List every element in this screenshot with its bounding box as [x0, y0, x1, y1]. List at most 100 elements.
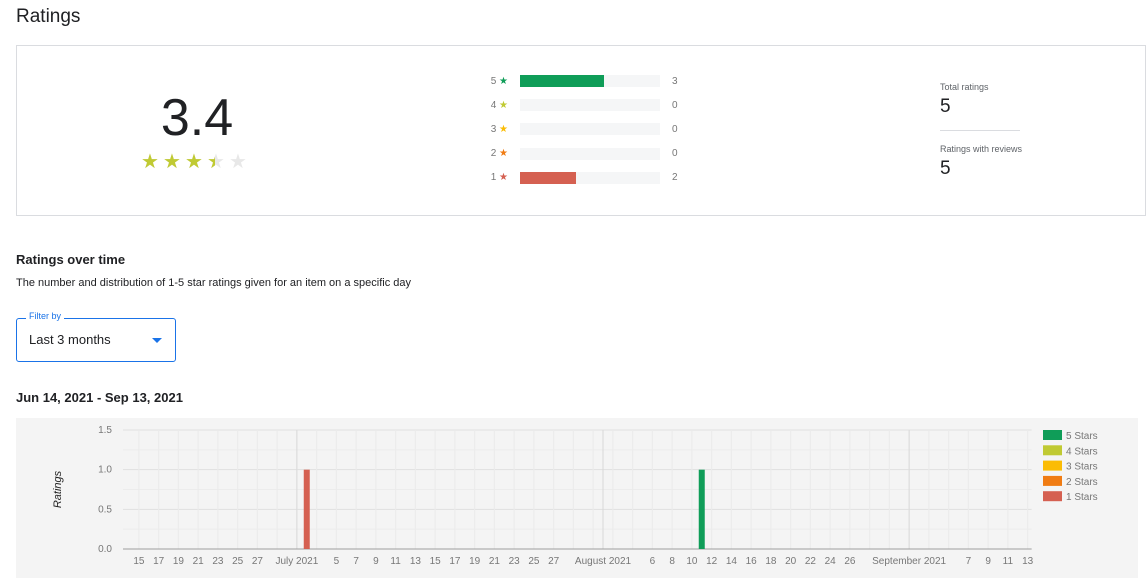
y-tick-label: 0.5 — [98, 504, 112, 515]
x-tick-label: 22 — [805, 556, 817, 567]
average-rating: 3.4 — [160, 89, 234, 147]
distribution-bar — [520, 171, 576, 184]
distribution-track — [520, 75, 660, 87]
y-tick-label: 1.0 — [98, 465, 112, 476]
x-tick-label: 7 — [966, 556, 972, 567]
star-level-label: 1 ★ — [490, 172, 508, 184]
x-tick-label: 7 — [353, 556, 359, 567]
x-tick-label: 21 — [193, 556, 205, 567]
section-title: Ratings over time — [16, 252, 126, 267]
bar — [303, 469, 310, 549]
x-tick-label: 21 — [489, 556, 501, 567]
x-tick-label: 25 — [232, 556, 244, 567]
distribution-track — [520, 99, 660, 112]
x-tick-label: 20 — [785, 556, 797, 567]
star-icon: ★★ — [207, 151, 225, 173]
x-tick-label: 27 — [252, 556, 264, 567]
x-tick-label: 26 — [844, 556, 856, 567]
x-tick-label: 13 — [410, 556, 422, 567]
section-description: The number and distribution of 1-5 star … — [16, 277, 411, 289]
legend-label: 2 Stars — [1066, 477, 1098, 488]
total-ratings-label: Total ratings — [940, 82, 989, 92]
x-tick-label: 17 — [449, 556, 461, 567]
x-tick-label: September 2021 — [872, 556, 946, 567]
y-tick-label: 0.0 — [98, 544, 112, 555]
x-tick-label: 11 — [390, 556, 401, 567]
x-tick-label: 19 — [173, 556, 185, 567]
star-icon: ★ — [499, 75, 508, 87]
x-tick-label: July 2021 — [275, 556, 318, 567]
filter-label: Filter by — [26, 311, 65, 321]
distribution-count: 0 — [672, 123, 678, 135]
x-tick-label: 9 — [373, 556, 379, 567]
distribution-count: 0 — [672, 148, 678, 160]
x-tick-label: 23 — [212, 556, 224, 567]
distribution-count: 3 — [672, 75, 678, 87]
legend-swatch — [1043, 475, 1062, 486]
star-icon: ★ — [499, 99, 508, 111]
distribution-bar — [520, 75, 604, 87]
star-icon: ★★ — [141, 151, 159, 173]
distribution-row: 3 ★ 0 — [490, 122, 678, 136]
star-level-label: 4 ★ — [490, 99, 508, 111]
x-tick-label: 9 — [985, 556, 991, 567]
ratings-chart: 15 17 19 21 23 25 27 July 2021 5 7 9 11 13 15 17 19 21 23… — [16, 418, 1138, 578]
x-tick-label: 5 — [334, 556, 340, 567]
y-axis-label: Ratings — [52, 470, 64, 508]
star-icon: ★★ — [163, 151, 181, 173]
x-tick-label: 11 — [1003, 556, 1014, 567]
legend-swatch — [1043, 491, 1062, 502]
star-icon: ★ — [499, 123, 508, 135]
page-title: Ratings — [16, 6, 81, 27]
x-tick-label: 6 — [650, 556, 656, 567]
filter-value: Last 3 months — [29, 332, 111, 347]
y-tick-label: 1.5 — [98, 425, 112, 436]
legend-label: 1 Stars — [1066, 492, 1098, 503]
caret-down-icon — [152, 338, 162, 343]
chart-svg: 15 17 19 21 23 25 27 July 2021 5 7 9 11 13 15 17 19 21 23… — [52, 425, 1098, 567]
x-tick-label: 18 — [765, 556, 777, 567]
average-stars: ★★★★★★★★★★ — [141, 150, 248, 174]
x-tick-label: 16 — [746, 556, 758, 567]
legend-label: 3 Stars — [1066, 462, 1098, 473]
x-tick-label: 19 — [469, 556, 481, 567]
star-icon: ★★ — [185, 151, 203, 173]
x-tick-label: 27 — [548, 556, 560, 567]
reviews-value: 5 — [940, 158, 951, 179]
x-tick-label: 15 — [430, 556, 442, 567]
x-tick-label: 25 — [528, 556, 540, 567]
divider — [940, 130, 1020, 131]
x-tick-label: 24 — [825, 556, 837, 567]
legend-swatch — [1043, 430, 1062, 440]
x-tick-label: 12 — [706, 556, 718, 567]
distribution-count: 2 — [672, 172, 678, 184]
x-tick-label: 17 — [153, 556, 165, 567]
total-ratings-value: 5 — [940, 96, 951, 117]
x-tick-label: August 2021 — [575, 556, 632, 567]
legend-label: 5 Stars — [1066, 431, 1098, 442]
x-tick-label: 8 — [669, 556, 675, 567]
reviews-label: Ratings with reviews — [940, 144, 1023, 154]
distribution-row: 4 ★ 0 — [490, 98, 678, 112]
x-tick-label: 10 — [686, 556, 698, 567]
legend-swatch — [1043, 460, 1062, 471]
legend-label: 4 Stars — [1066, 446, 1098, 457]
star-level-label: 3 ★ — [490, 123, 508, 135]
bar — [698, 469, 705, 549]
x-tick-label: 13 — [1022, 556, 1034, 567]
distribution-count: 0 — [672, 99, 678, 111]
distribution-track — [520, 147, 660, 160]
x-tick-label: 14 — [726, 556, 738, 567]
distribution-track — [520, 123, 660, 136]
distribution-row: 5 ★ 3 — [490, 74, 678, 88]
x-tick-label: 15 — [133, 556, 145, 567]
legend-swatch — [1043, 445, 1062, 456]
star-icon: ★★ — [229, 151, 247, 173]
star-level-label: 2 ★ — [490, 148, 508, 160]
star-icon: ★ — [499, 172, 508, 184]
distribution-row: 2 ★ 0 — [490, 147, 678, 161]
filter-dropdown[interactable]: Last 3 months — [16, 318, 176, 362]
distribution-track — [520, 171, 660, 184]
x-tick-label: 23 — [509, 556, 521, 567]
star-level-label: 5 ★ — [490, 75, 508, 87]
